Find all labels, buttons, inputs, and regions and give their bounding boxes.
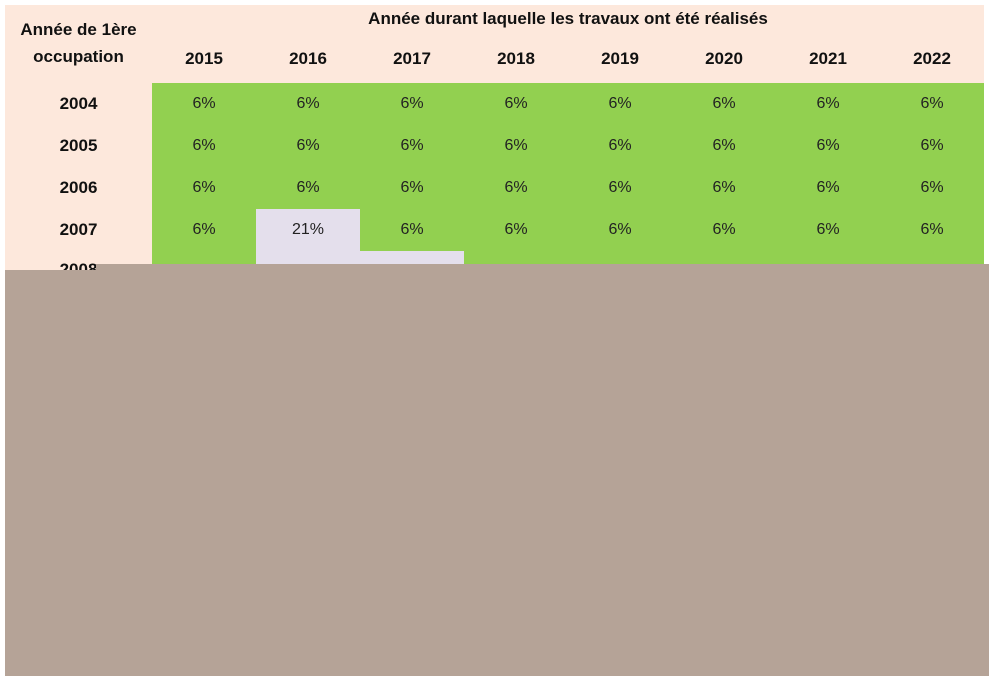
redaction-overlay-left bbox=[5, 270, 96, 676]
row-header-title-line1: Année de 1ère bbox=[20, 20, 137, 39]
table-cell-partial bbox=[256, 251, 360, 265]
table-cell: 6% bbox=[880, 167, 984, 209]
table-cell: 6% bbox=[464, 125, 568, 167]
table-header-band bbox=[5, 5, 984, 83]
table-cell-partial bbox=[568, 251, 672, 265]
redaction-overlay bbox=[96, 264, 989, 676]
table-cell: 6% bbox=[776, 125, 880, 167]
year-header-2021: 2021 bbox=[809, 49, 847, 68]
row-header-title-line2: occupation bbox=[33, 47, 124, 66]
table-cell-partial bbox=[464, 251, 568, 265]
table-cell: 6% bbox=[152, 167, 256, 209]
table-cell: 6% bbox=[672, 209, 776, 251]
table-cell: 6% bbox=[880, 83, 984, 125]
table-cell: 6% bbox=[880, 209, 984, 251]
row-label-2007: 2007 bbox=[59, 220, 98, 239]
year-header-2018: 2018 bbox=[497, 49, 535, 68]
row-label-2004: 2004 bbox=[59, 94, 98, 113]
table-cell-partial bbox=[672, 251, 776, 265]
table-cell: 6% bbox=[776, 167, 880, 209]
table-cell: 6% bbox=[360, 167, 464, 209]
year-header-2020: 2020 bbox=[705, 49, 743, 68]
table-cell: 6% bbox=[256, 125, 360, 167]
table-cell-partial bbox=[152, 251, 256, 265]
table-cell-partial bbox=[880, 251, 984, 265]
table-cell: 6% bbox=[672, 167, 776, 209]
table-cell: 6% bbox=[256, 167, 360, 209]
table-cell: 6% bbox=[360, 125, 464, 167]
table-cell-partial bbox=[776, 251, 880, 265]
row-label-2008-partial: 2008 bbox=[5, 251, 152, 270]
year-header-2016: 2016 bbox=[289, 49, 327, 68]
table-cell: 6% bbox=[568, 83, 672, 125]
column-group-title: Année durant laquelle les travaux ont ét… bbox=[368, 9, 768, 28]
table-cell: 6% bbox=[256, 83, 360, 125]
table-cell: 6% bbox=[464, 209, 568, 251]
table-cell: 6% bbox=[672, 83, 776, 125]
table-cell: 6% bbox=[672, 125, 776, 167]
year-header-2017: 2017 bbox=[393, 49, 431, 68]
year-header-2022: 2022 bbox=[913, 49, 951, 68]
table-cell: 6% bbox=[152, 209, 256, 251]
table-cell: 6% bbox=[880, 125, 984, 167]
row-header-column bbox=[5, 83, 152, 283]
table-cell: 6% bbox=[464, 167, 568, 209]
row-label-2008-text: 2008 bbox=[59, 260, 98, 270]
table-cell: 6% bbox=[360, 83, 464, 125]
table-cell: 6% bbox=[152, 83, 256, 125]
table-cell: 6% bbox=[152, 125, 256, 167]
table-cell: 6% bbox=[776, 83, 880, 125]
year-header-2019: 2019 bbox=[601, 49, 639, 68]
table-cell: 6% bbox=[360, 209, 464, 251]
year-header-2015: 2015 bbox=[185, 49, 223, 68]
table-cell: 6% bbox=[568, 125, 672, 167]
table-cell-partial bbox=[360, 251, 464, 265]
row-label-2006: 2006 bbox=[59, 178, 98, 197]
row-header-title: Année de 1ère occupation bbox=[5, 16, 152, 70]
table-cell: 6% bbox=[568, 209, 672, 251]
table-cell: 6% bbox=[776, 209, 880, 251]
row-label-2005: 2005 bbox=[59, 136, 98, 155]
table-cell-highlight: 21% bbox=[256, 209, 360, 251]
table-cell: 6% bbox=[464, 83, 568, 125]
table-cell: 6% bbox=[568, 167, 672, 209]
